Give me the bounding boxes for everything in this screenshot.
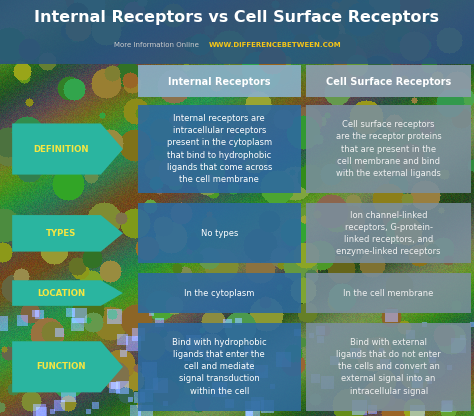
Text: Cell surface receptors
are the receptor proteins
that are present in the
cell me: Cell surface receptors are the receptor …	[336, 120, 442, 178]
FancyBboxPatch shape	[306, 273, 471, 313]
Polygon shape	[12, 124, 123, 175]
FancyBboxPatch shape	[138, 323, 301, 411]
Text: Internal Receptors: Internal Receptors	[168, 77, 271, 87]
Text: Internal receptors are
intracellular receptors
present in the cytoplasm
that bin: Internal receptors are intracellular rec…	[166, 114, 272, 184]
FancyBboxPatch shape	[138, 65, 301, 97]
Text: More Information Online: More Information Online	[114, 42, 199, 48]
Text: Bind with hydrophobic
ligands that enter the
cell and mediate
signal transductio: Bind with hydrophobic ligands that enter…	[172, 338, 266, 396]
Polygon shape	[12, 341, 123, 392]
FancyBboxPatch shape	[0, 0, 474, 64]
Text: TYPES: TYPES	[46, 229, 76, 238]
Text: No types: No types	[201, 229, 238, 238]
Text: FUNCTION: FUNCTION	[36, 362, 86, 371]
FancyBboxPatch shape	[306, 65, 471, 97]
FancyBboxPatch shape	[306, 203, 471, 263]
Polygon shape	[12, 215, 123, 252]
FancyBboxPatch shape	[138, 105, 301, 193]
FancyBboxPatch shape	[138, 203, 301, 263]
FancyBboxPatch shape	[306, 323, 471, 411]
Text: WWW.DIFFERENCEBETWEEN.COM: WWW.DIFFERENCEBETWEEN.COM	[209, 42, 341, 48]
Text: In the cell membrane: In the cell membrane	[344, 289, 434, 297]
Text: DEFINITION: DEFINITION	[33, 144, 89, 154]
Text: In the cytoplasm: In the cytoplasm	[184, 289, 255, 297]
Polygon shape	[12, 280, 123, 306]
Text: Ion channel-linked
receptors, G-protein-
linked receptors, and
enzyme-linked rec: Ion channel-linked receptors, G-protein-…	[337, 210, 441, 256]
FancyBboxPatch shape	[306, 105, 471, 193]
Text: LOCATION: LOCATION	[37, 289, 85, 297]
Text: Internal Receptors vs Cell Surface Receptors: Internal Receptors vs Cell Surface Recep…	[35, 10, 439, 25]
FancyBboxPatch shape	[138, 273, 301, 313]
Text: Bind with external
ligands that do not enter
the cells and convert an
external s: Bind with external ligands that do not e…	[337, 338, 441, 396]
Text: Cell Surface Receptors: Cell Surface Receptors	[326, 77, 451, 87]
